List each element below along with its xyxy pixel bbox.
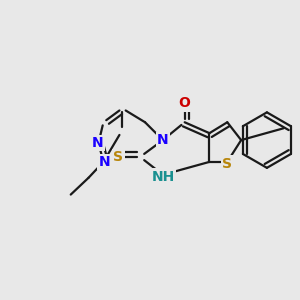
Text: N: N [99, 155, 110, 169]
Text: NH: NH [151, 170, 175, 184]
Text: O: O [179, 96, 190, 110]
Text: S: S [113, 150, 123, 164]
Text: N: N [92, 136, 103, 150]
Text: S: S [222, 157, 232, 171]
Text: N: N [157, 133, 169, 147]
